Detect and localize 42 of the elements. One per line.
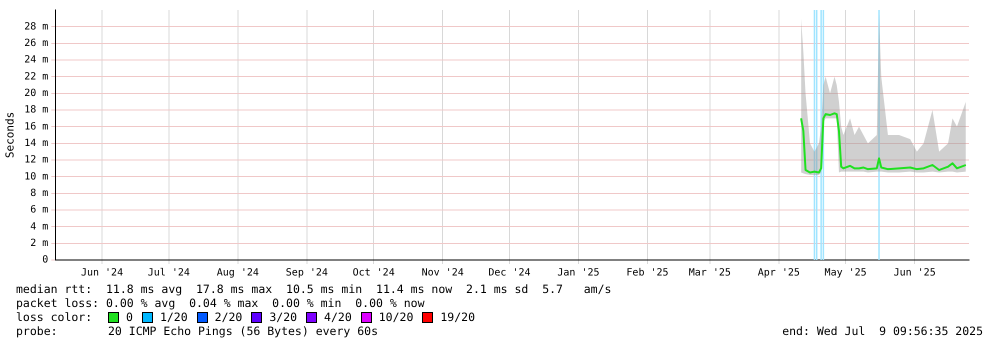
text: 2/20 [214,310,242,324]
text: 0 [126,310,133,324]
x-tick-label: Aug '24 [216,268,259,279]
y-tick-label: 22 m [24,71,48,82]
text: 10/20 [378,310,414,324]
y-tick-label: 24 m [24,54,48,66]
x-tick-label: Jun '25 [894,268,936,279]
text: loss color: [16,310,94,324]
text: 3/20 [269,310,298,324]
x-tick-label: Jan '25 [557,268,600,279]
text: end: Wed Jul 9 09:56:35 2025 [782,324,983,338]
y-tick-label: 10 m [24,171,48,182]
y-tick-label: 14 m [24,138,48,149]
x-tick-label: Apr '25 [758,268,800,279]
text: packet loss: 0.00 % avg 0.04 % max 0.00 % min 0.00 % now [16,296,426,310]
text: 4/20 [324,310,352,324]
text: 1/20 [160,310,188,324]
x-tick-label: Oct '24 [352,268,395,279]
y-tick-label: 12 m [24,154,48,166]
y-tick-label: 4 m [30,221,48,232]
text: 20 ICMP Echo Pings (56 Bytes) every 60s [108,324,378,338]
text: median rtt: 11.8 ms avg 17.8 ms max 10.5 ms min 11.4 ms now 2.1 ms sd 5.7 am/s [16,282,612,296]
y-tick-label: 18 m [24,104,48,116]
y-tick-label: 26 m [24,38,48,49]
y-tick-label: 8 m [30,188,48,199]
x-tick-label: Jul '24 [148,268,190,279]
x-tick-label: Dec '24 [488,268,531,279]
y-axis-title: Seconds [3,112,16,158]
y-tick-label: 6 m [30,204,48,216]
y-tick-label: 0 [42,254,48,266]
text: 19/20 [440,310,475,324]
y-tick-label: 28 m [24,21,48,32]
text: probe: [16,324,59,338]
x-tick-label: Feb '25 [626,268,669,279]
x-tick-label: May '25 [824,268,867,279]
x-tick-label: Nov '24 [422,268,464,279]
y-tick-label: 16 m [24,121,48,132]
y-tick-label: 2 m [30,238,48,249]
x-tick-label: Sep '24 [286,268,328,279]
y-tick-label: 20 m [24,88,48,99]
x-tick-label: Jun '24 [80,268,124,279]
x-tick-label: Mar '25 [688,268,731,279]
